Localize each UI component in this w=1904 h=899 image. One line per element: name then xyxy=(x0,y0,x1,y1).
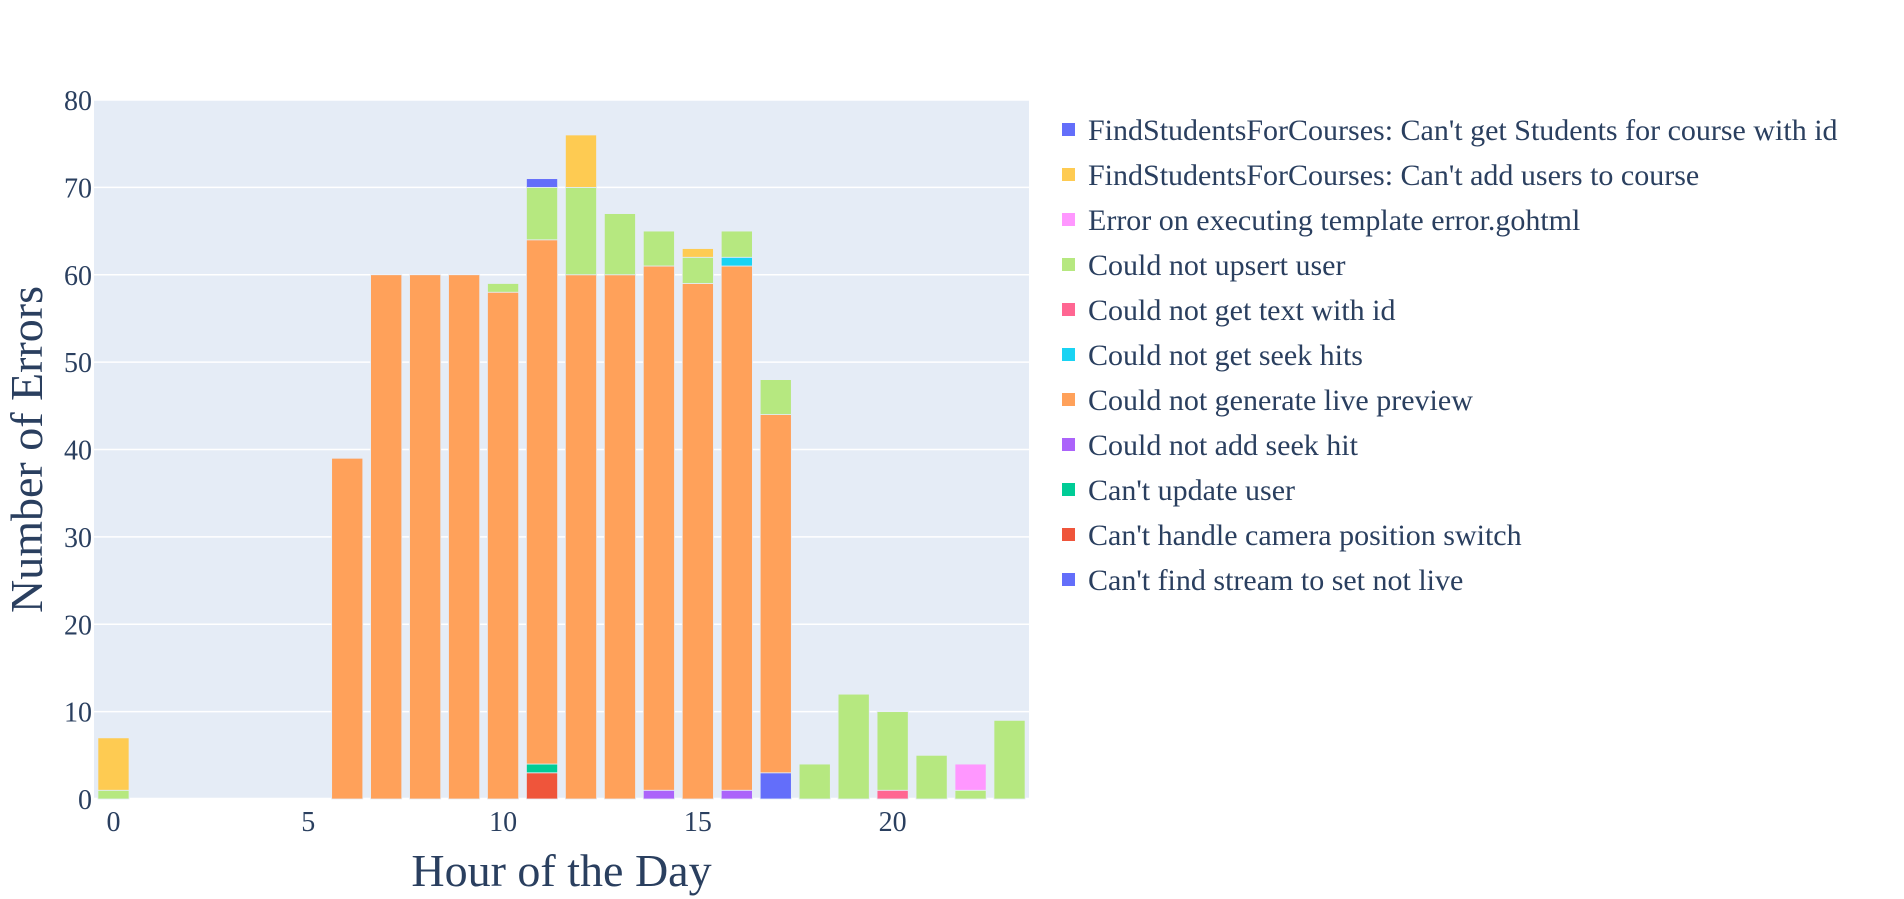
legend-swatch xyxy=(1062,258,1075,271)
legend-swatch xyxy=(1062,393,1075,406)
bar-segment xyxy=(97,737,130,791)
legend-swatch xyxy=(1062,483,1075,496)
bar-segment xyxy=(564,274,597,800)
legend-label: Could not add seek hit xyxy=(1088,429,1359,462)
y-tick-label: 40 xyxy=(64,436,92,467)
legend-swatch xyxy=(1062,438,1075,451)
legend-swatch xyxy=(1062,573,1075,586)
legend-label: Could not get seek hits xyxy=(1088,339,1363,372)
bar-segment xyxy=(642,789,675,800)
legend-label: Can't handle camera position switch xyxy=(1088,519,1522,552)
y-tick-label: 0 xyxy=(78,785,92,816)
y-tick-label: 70 xyxy=(64,173,92,204)
x-tick-label: 10 xyxy=(489,807,517,838)
y-tick-label: 10 xyxy=(64,698,92,729)
legend-label: Could not get text with id xyxy=(1088,294,1396,327)
bar-segment xyxy=(487,291,520,800)
bar-segment xyxy=(720,789,753,800)
bar-segment xyxy=(603,274,636,800)
bar-segment xyxy=(681,283,714,800)
bar-segment xyxy=(642,265,675,791)
bar-segment xyxy=(681,248,714,258)
legend-label: Could not upsert user xyxy=(1088,249,1345,282)
bar-segment xyxy=(526,239,559,765)
y-tick-label: 30 xyxy=(64,523,92,554)
bar-segment xyxy=(720,265,753,791)
y-axis-title: Number of Errors xyxy=(1,286,52,613)
gridlines xyxy=(94,99,1029,801)
bar-segment xyxy=(526,178,559,188)
bar-segment xyxy=(954,789,987,800)
y-tick-label: 80 xyxy=(64,86,92,117)
y-tick-label: 60 xyxy=(64,261,92,292)
x-tick-label: 0 xyxy=(106,807,120,838)
legend-label: Can't find stream to set not live xyxy=(1088,564,1463,597)
x-axis-title: Hour of the Day xyxy=(411,845,711,896)
legend: FindStudentsForCourses: Can't get Studen… xyxy=(1062,114,1838,597)
legend-swatch xyxy=(1062,348,1075,361)
bar-segment xyxy=(331,457,364,800)
bar-segment xyxy=(876,711,909,791)
bar-segment xyxy=(720,256,753,267)
bars xyxy=(97,134,1026,800)
bar-segment xyxy=(642,230,675,267)
bar-segment xyxy=(876,789,909,800)
x-tick-labels: 0 5 10 15 20 xyxy=(106,807,906,838)
bar-segment xyxy=(526,763,559,774)
bar-segment xyxy=(915,754,948,800)
bar-segment xyxy=(603,213,636,276)
legend-label: Could not generate live preview xyxy=(1088,384,1473,417)
bar-segment xyxy=(448,274,481,800)
bar-segment xyxy=(681,256,714,284)
bar-segment xyxy=(97,789,130,800)
y-tick-label: 50 xyxy=(64,348,92,379)
bar-segment xyxy=(526,772,559,800)
legend-swatch xyxy=(1062,168,1075,181)
bar-segment xyxy=(487,283,520,293)
legend-label: FindStudentsForCourses: Can't add users … xyxy=(1088,159,1699,192)
x-tick-label: 5 xyxy=(301,807,315,838)
x-tick-label: 20 xyxy=(879,807,907,838)
y-tick-labels: 0 10 20 30 40 50 60 70 80 xyxy=(64,86,92,816)
legend-label: Can't update user xyxy=(1088,474,1295,507)
bar-segment xyxy=(759,772,792,800)
legend-swatch xyxy=(1062,528,1075,541)
bar-segment xyxy=(409,274,442,800)
bar-segment xyxy=(759,414,792,774)
legend-swatch xyxy=(1062,303,1075,316)
bar-segment xyxy=(564,134,597,188)
bar-segment xyxy=(798,763,831,800)
legend-label: Error on executing template error.gohtml xyxy=(1088,204,1580,237)
legend-label: FindStudentsForCourses: Can't get Studen… xyxy=(1088,114,1838,147)
bar-segment xyxy=(837,693,870,800)
bar-segment xyxy=(370,274,403,800)
bar-segment xyxy=(759,379,792,415)
x-tick-label: 15 xyxy=(684,807,712,838)
legend-swatch xyxy=(1062,213,1075,226)
bar-segment xyxy=(954,763,987,791)
bar-segment xyxy=(720,230,753,258)
y-tick-label: 20 xyxy=(64,610,92,641)
bar-segment xyxy=(526,186,559,241)
legend-swatch xyxy=(1062,123,1075,136)
bar-segment xyxy=(564,186,597,276)
bar-segment xyxy=(993,719,1026,800)
